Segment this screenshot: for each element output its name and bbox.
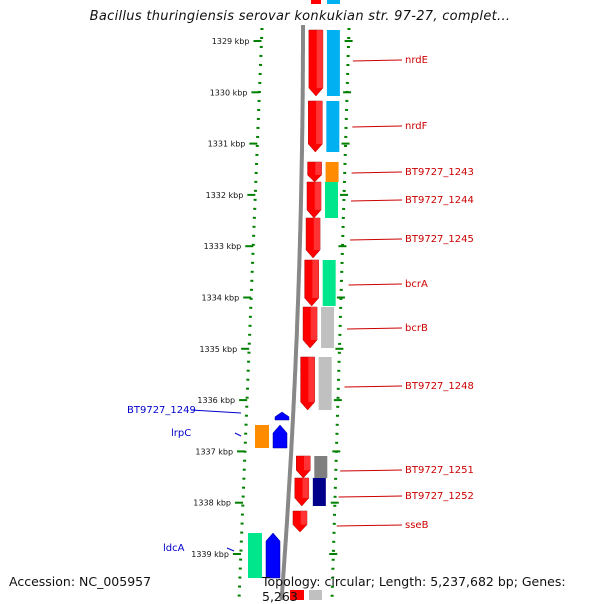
genome-backbone — [279, 25, 305, 600]
cog-box-bt9727-1248 — [318, 357, 332, 410]
gene-label-bt9727-1251: BT9727_1251 — [405, 465, 474, 476]
gene-arrow-lrpc — [272, 424, 288, 449]
leader-line — [338, 495, 403, 498]
cog-box-bcrb — [321, 307, 335, 348]
leader-line — [226, 547, 235, 552]
gene-arrow-highlight — [312, 260, 319, 298]
gene-arrow-highlight — [300, 511, 307, 525]
gene-arrow-highlight — [314, 182, 322, 210]
label-leaders — [190, 59, 403, 552]
cog-box-lrpc — [255, 425, 269, 448]
leader-line — [352, 125, 403, 128]
map-title: Bacillus thuringiensis serovar konkukian… — [89, 9, 511, 24]
gene-arrow-bt9727-1249 — [274, 411, 290, 421]
gene-label-bt9727-1245: BT9727_1245 — [405, 234, 474, 245]
cog-box-bt9727-1251 — [314, 456, 328, 478]
gene-arrow-highlight — [316, 101, 323, 144]
leader-line — [336, 524, 403, 527]
gene-label-lrpc: lrpC — [171, 428, 191, 439]
leader-line — [352, 59, 403, 62]
cog-box-partial — [327, 0, 340, 4]
leader-line — [348, 283, 403, 286]
tick-label: 1338 kbp — [193, 499, 231, 508]
gene-arrow-highlight — [316, 30, 323, 88]
gene-arrow-ldca — [265, 532, 281, 579]
gene-label-nrde: nrdE — [405, 55, 428, 66]
leader-line — [351, 171, 403, 174]
tick-label: 1334 kbp — [202, 294, 240, 303]
tick-label: 1331 kbp — [208, 140, 246, 149]
gene-label-bt9727-1249: BT9727_1249 — [127, 405, 196, 416]
tick-label: 1332 kbp — [206, 191, 244, 200]
gene-label-bcrb: bcrB — [405, 323, 428, 334]
ring-dotted-line — [237, 27, 264, 600]
gene-arrow-partial — [290, 590, 304, 600]
tick-label: 1336 kbp — [197, 396, 235, 405]
cog-box-bcra — [322, 260, 336, 306]
accession-text: Accession: NC_005957 — [9, 574, 152, 589]
leader-line — [234, 432, 242, 437]
tick-label: 1333 kbp — [204, 242, 242, 251]
gene-features — [248, 0, 340, 600]
cog-box-nrdf — [326, 101, 340, 152]
cog-box-nrde — [326, 30, 340, 96]
leader-line — [190, 409, 242, 414]
gene-arrow-highlight — [308, 357, 315, 402]
gene-arrow-highlight — [304, 456, 311, 471]
cog-box-partial — [309, 590, 322, 600]
leader-line — [350, 238, 403, 241]
tick-label: 1337 kbp — [195, 447, 233, 456]
tick-label: 1335 kbp — [199, 345, 237, 354]
gene-label-bt9727-1244: BT9727_1244 — [405, 195, 474, 206]
cog-box-bt9727-1252 — [312, 478, 326, 506]
cog-box-bt9727-1243 — [325, 162, 339, 182]
leader-line — [344, 385, 403, 388]
leader-line — [340, 469, 403, 472]
gene-label-bt9727-1243: BT9727_1243 — [405, 167, 474, 178]
gene-label-nrdf: nrdF — [405, 121, 428, 132]
tick-label: 1329 kbp — [212, 37, 250, 46]
kbp-ticks: 1329 kbp 1330 kbp 1331 kbp 1332 kbp 1333 kbp… — [191, 37, 353, 559]
gene-arrow-partial — [311, 0, 321, 4]
cog-box-ldca — [248, 533, 262, 578]
leader-line — [350, 199, 403, 202]
gene-label-bt9727-1248: BT9727_1248 — [405, 381, 474, 392]
gene-label-bcra: bcrA — [405, 279, 428, 290]
tick-label: 1339 kbp — [191, 550, 229, 559]
tick-label: 1330 kbp — [210, 88, 248, 97]
gene-label-sseb: sseB — [405, 520, 429, 531]
gene-label-bt9727-1252: BT9727_1252 — [405, 491, 474, 502]
cog-box-bt9727-1244 — [325, 182, 339, 218]
gene-label-ldca: ldcA — [163, 543, 185, 554]
leader-line — [347, 327, 403, 330]
gene-arrow-highlight — [302, 478, 309, 498]
gene-arrow-highlight — [315, 162, 322, 175]
gene-arrow-highlight — [310, 307, 318, 340]
gene-labels: nrdE nrdF BT9727_1243 BT9727_1244 BT9727_124… — [127, 55, 474, 554]
gene-arrow-highlight — [313, 218, 321, 250]
